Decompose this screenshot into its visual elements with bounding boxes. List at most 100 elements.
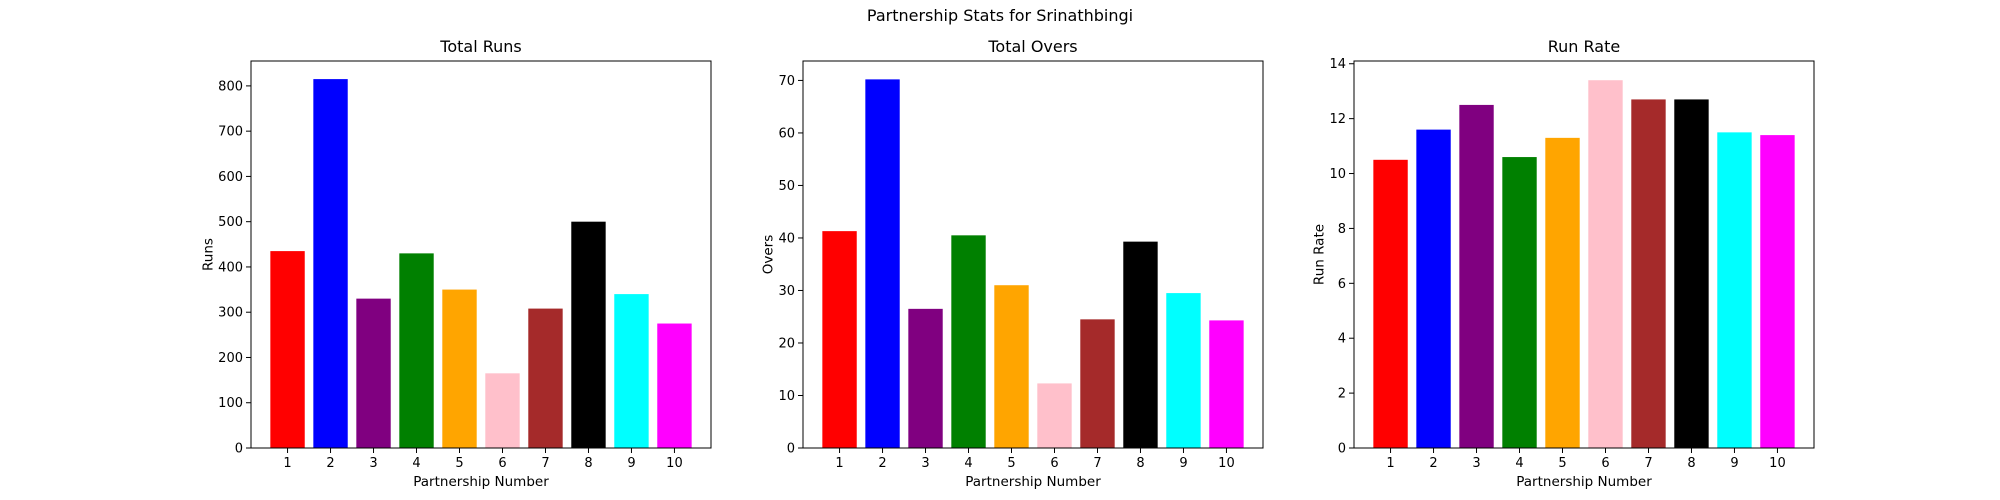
total-overs-y-tick-label: 40 [778,231,795,246]
total-overs-x-tick-label: 9 [1179,456,1187,471]
total-runs-y-tick-label: 0 [235,442,243,457]
run-rate-bar [1459,104,1494,449]
run-rate-title: Run Rate [1548,37,1620,56]
total-runs-x-tick-label: 5 [455,456,463,471]
total-overs-bar [1166,293,1201,448]
total-overs-y-tick-label: 20 [778,336,795,351]
run-rate-bar [1717,132,1752,449]
total-runs-bar [614,294,649,448]
run-rate-axes-frame [1353,60,1815,449]
total-overs-x-tick-label: 3 [921,456,929,471]
run-rate-x-axis-label: Partnership Number [1516,474,1652,490]
run-rate-y-tick-label: 14 [1329,57,1346,72]
total-runs-y-tick-label: 300 [218,306,243,321]
total-overs-y-tick-label: 60 [778,126,795,141]
figure-suptitle: Partnership Stats for Srinathbingi [866,6,1134,25]
total-overs-y-tick-label: 30 [778,284,795,299]
run-rate-bar [1588,80,1623,448]
total-runs-y-tick-label: 800 [218,79,243,94]
run-rate-x-tick-label: 1 [1386,456,1394,471]
run-rate-y-tick-label: 8 [1338,222,1346,237]
run-rate-x-tick-label: 6 [1601,456,1609,471]
total-runs-y-tick-label: 500 [218,215,243,230]
run-rate-bar [1760,135,1795,448]
total-runs-x-tick-label: 2 [326,456,334,471]
total-overs-x-tick-label: 2 [878,456,886,471]
total-runs-bar [442,289,477,448]
total-overs-x-tick-label: 8 [1136,456,1144,471]
run-rate-y-tick-label: 12 [1329,112,1346,127]
run-rate-x-tick-label: 8 [1687,456,1695,471]
run-rate-y-tick-label: 4 [1338,332,1346,347]
total-runs-bar [657,323,692,448]
run-rate-y-axis-label: Run Rate [1312,224,1328,285]
total-overs-y-tick-label: 50 [778,179,795,194]
run-rate-bar [1502,157,1537,448]
total-overs-bar [865,79,900,448]
total-overs-bar [822,231,857,448]
total-runs-x-tick-label: 6 [498,456,506,471]
run-rate-y-tick-label: 2 [1338,387,1346,402]
total-runs-bar [485,373,520,448]
total-overs-x-tick-label: 5 [1007,456,1015,471]
total-overs-y-axis-label: Overs [761,235,777,275]
run-rate-x-tick-label: 7 [1644,456,1652,471]
total-overs-y-tick-label: 10 [778,389,795,404]
run-rate-bar [1416,129,1451,449]
total-overs-x-tick-label: 6 [1050,456,1058,471]
run-rate-x-tick-label: 3 [1472,456,1480,471]
run-rate-x-tick-label: 4 [1515,456,1523,471]
total-overs-title: Total Overs [987,37,1077,56]
total-runs-y-tick-label: 600 [218,170,243,185]
run-rate-bar [1674,99,1709,448]
total-runs-x-tick-label: 8 [584,456,592,471]
total-overs-x-tick-label: 1 [835,456,843,471]
run-rate-x-tick-label: 5 [1558,456,1566,471]
total-runs-bar [270,251,305,448]
total-overs-y-tick-label: 70 [778,74,795,89]
total-overs-bar [1123,241,1158,448]
total-overs-bar [1209,320,1244,448]
total-runs-bar [528,308,563,448]
total-overs-x-tick-label: 4 [964,456,972,471]
total-overs-x-axis-label: Partnership Number [965,474,1101,490]
total-overs-bar [1037,383,1072,448]
total-runs-x-axis-label: Partnership Number [413,474,549,490]
total-overs-x-tick-label: 10 [1218,456,1235,471]
total-runs-bar [399,253,434,448]
total-overs-axes-frame [802,60,1264,449]
run-rate-bar [1631,99,1666,448]
run-rate-bar [1545,137,1580,448]
total-runs-x-tick-label: 10 [666,456,683,471]
total-overs-x-tick-label: 7 [1093,456,1101,471]
total-runs-bar [356,298,391,448]
total-runs-x-tick-label: 1 [283,456,291,471]
total-overs-bar [908,308,943,448]
total-overs-bar [1080,319,1115,448]
total-runs-bar [313,79,348,449]
run-rate-x-tick-label: 10 [1769,456,1786,471]
run-rate-x-tick-label: 2 [1429,456,1437,471]
run-rate-y-tick-label: 0 [1338,442,1346,457]
total-runs-x-tick-label: 9 [627,456,635,471]
run-rate-y-tick-label: 6 [1338,277,1346,292]
total-overs-bar [994,285,1029,448]
run-rate-y-tick-label: 10 [1329,167,1346,182]
total-overs-bar [951,235,986,448]
total-runs-title: Total Runs [439,37,521,56]
total-runs-bar [571,221,606,448]
total-overs-y-tick-label: 0 [787,442,795,457]
run-rate-x-tick-label: 9 [1730,456,1738,471]
total-runs-x-tick-label: 7 [541,456,549,471]
total-runs-x-tick-label: 4 [412,456,420,471]
run-rate-bar [1373,159,1408,448]
total-runs-axes-frame [250,60,712,449]
total-runs-x-tick-label: 3 [369,456,377,471]
total-runs-y-tick-label: 700 [218,125,243,140]
total-runs-y-axis-label: Runs [200,238,216,271]
total-runs-y-tick-label: 200 [218,351,243,366]
total-runs-y-tick-label: 100 [218,396,243,411]
total-runs-y-tick-label: 400 [218,260,243,275]
